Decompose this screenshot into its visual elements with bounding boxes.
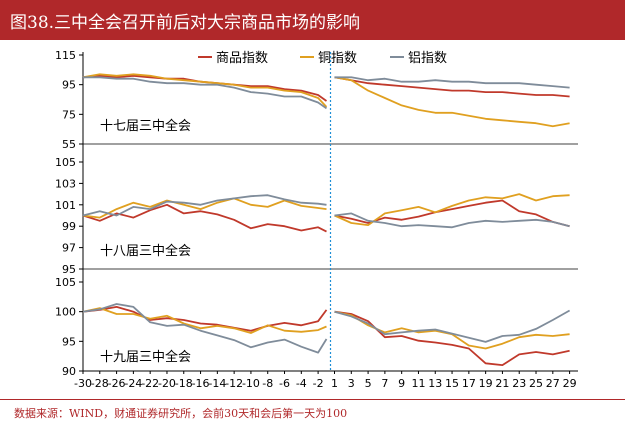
x-tick-label-pre-6: -18 bbox=[175, 377, 193, 390]
panel-label-1: 十八届三中全会 bbox=[100, 243, 191, 259]
y-tick-label-2-0: 90 bbox=[62, 365, 76, 378]
series-1-pre-0 bbox=[82, 203, 327, 233]
y-tick-label-2-2: 100 bbox=[55, 306, 76, 319]
y-tick-label-1-2: 99 bbox=[62, 220, 76, 233]
y-tick-label-1-0: 95 bbox=[62, 263, 76, 276]
x-tick-label-post-8: 17 bbox=[462, 377, 476, 390]
series-1-pre-1 bbox=[82, 197, 327, 219]
legend-label-1: 铜指数 bbox=[318, 51, 357, 66]
source-note: 数据来源：WIND，财通证券研究所，会前30天和会后第一天为100 bbox=[14, 407, 348, 420]
x-tick-label-post-13: 27 bbox=[546, 377, 560, 390]
x-tick-label-pre-7: -16 bbox=[192, 377, 210, 390]
x-tick-label-pre-2: -26 bbox=[108, 377, 126, 390]
series-1-post-2 bbox=[334, 212, 570, 229]
series-0-post-0 bbox=[334, 76, 570, 98]
x-tick-label-post-11: 23 bbox=[512, 377, 526, 390]
y-tick-label-0-3: 115 bbox=[55, 49, 76, 62]
x-tick-label-post-1: 3 bbox=[348, 377, 355, 390]
x-tick-label-pre-14: -2 bbox=[313, 377, 324, 390]
x-tick-label-post-14: 29 bbox=[563, 377, 577, 390]
x-tick-label-post-6: 13 bbox=[428, 377, 442, 390]
chart-title: 图38.三中全会召开前后对大宗商品市场的影响 bbox=[10, 13, 361, 33]
panel-label-2: 十九届三中全会 bbox=[100, 349, 191, 365]
series-0-post-2 bbox=[334, 76, 570, 89]
series-2-post-2 bbox=[334, 309, 571, 343]
panel-label-0: 十七届三中全会 bbox=[100, 118, 191, 134]
series-1-pre-2 bbox=[82, 194, 327, 217]
series-0-pre-2 bbox=[83, 76, 328, 110]
y-tick-label-2-1: 95 bbox=[62, 335, 76, 348]
x-tick-label-pre-13: -4 bbox=[296, 377, 307, 390]
x-tick-label-post-10: 21 bbox=[495, 377, 509, 390]
legend-label-0: 商品指数 bbox=[216, 51, 268, 66]
x-tick-label-post-9: 19 bbox=[479, 377, 493, 390]
x-tick-label-pre-5: -20 bbox=[158, 377, 176, 390]
footer-divider bbox=[0, 399, 625, 400]
series-2-pre-0 bbox=[82, 305, 328, 332]
y-tick-label-1-5: 105 bbox=[55, 156, 76, 169]
x-tick-label-pre-1: -28 bbox=[91, 377, 109, 390]
x-tick-label-pre-11: -8 bbox=[262, 377, 273, 390]
y-tick-label-1-1: 97 bbox=[62, 242, 76, 255]
series-2-pre-1 bbox=[82, 307, 327, 334]
x-tick-label-post-4: 9 bbox=[398, 377, 405, 390]
x-tick-label-pre-3: -24 bbox=[124, 377, 142, 390]
y-tick-label-0-1: 75 bbox=[62, 108, 76, 121]
x-tick-label-pre-0: -30 bbox=[74, 377, 92, 390]
y-tick-label-2-3: 105 bbox=[55, 276, 76, 289]
y-tick-label-0-0: 55 bbox=[62, 138, 76, 151]
series-2-post-0 bbox=[334, 310, 570, 367]
x-tick-label-pre-8: -14 bbox=[208, 377, 226, 390]
y-tick-label-0-2: 95 bbox=[62, 79, 76, 92]
x-tick-label-post-0: 1 bbox=[331, 377, 338, 390]
title-bar: 图38.三中全会召开前后对大宗商品市场的影响 bbox=[0, 0, 625, 40]
x-tick-label-pre-12: -6 bbox=[279, 377, 290, 390]
x-tick-label-post-3: 7 bbox=[381, 377, 388, 390]
x-tick-label-pre-10: -10 bbox=[242, 377, 260, 390]
chart-canvas: 商品指数 铜指数 铝指数557595115十七届三中全会95979910110310… bbox=[55, 49, 578, 390]
x-tick-label-post-5: 11 bbox=[411, 377, 425, 390]
series-0-pre-1 bbox=[82, 73, 328, 108]
series-1-post-0 bbox=[334, 199, 570, 228]
y-tick-label-1-3: 101 bbox=[55, 199, 76, 212]
x-tick-label-post-12: 25 bbox=[529, 377, 543, 390]
series-0-post-1 bbox=[334, 76, 570, 128]
x-tick-label-post-7: 15 bbox=[445, 377, 459, 390]
x-tick-label-pre-4: -22 bbox=[141, 377, 159, 390]
x-tick-label-post-2: 5 bbox=[365, 377, 372, 390]
series-2-pre-2 bbox=[82, 303, 328, 354]
x-tick-label-pre-9: -12 bbox=[225, 377, 243, 390]
legend-label-2: 铝指数 bbox=[408, 51, 447, 66]
y-tick-label-1-4: 103 bbox=[55, 177, 76, 190]
